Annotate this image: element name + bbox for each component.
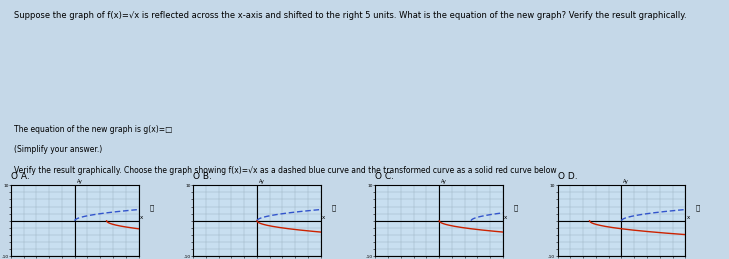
Text: 🔍: 🔍 (332, 205, 335, 212)
Text: O C.: O C. (375, 172, 394, 181)
Text: x: x (687, 215, 690, 220)
Text: x: x (504, 215, 507, 220)
Text: O B.: O B. (193, 172, 212, 181)
Text: Suppose the graph of f(x)=√x is reflected across the x-axis and shifted to the r: Suppose the graph of f(x)=√x is reflecte… (15, 11, 687, 20)
Text: Verify the result graphically. Choose the graph showing f(x)=√x as a dashed blue: Verify the result graphically. Choose th… (15, 166, 557, 175)
Text: O D.: O D. (558, 172, 577, 181)
Text: x: x (140, 215, 143, 220)
Text: 🔍: 🔍 (514, 205, 518, 212)
Text: Ay: Ay (77, 179, 82, 184)
Text: (Simplify your answer.): (Simplify your answer.) (15, 145, 103, 154)
Text: Ay: Ay (623, 179, 629, 184)
Text: Ay: Ay (259, 179, 265, 184)
Text: 🔍: 🔍 (696, 205, 700, 212)
Text: x: x (322, 215, 325, 220)
Text: 🔍: 🔍 (149, 205, 153, 212)
Text: The equation of the new graph is g(x)=□: The equation of the new graph is g(x)=□ (15, 125, 173, 134)
Text: O A.: O A. (11, 172, 30, 181)
Text: Ay: Ay (441, 179, 447, 184)
